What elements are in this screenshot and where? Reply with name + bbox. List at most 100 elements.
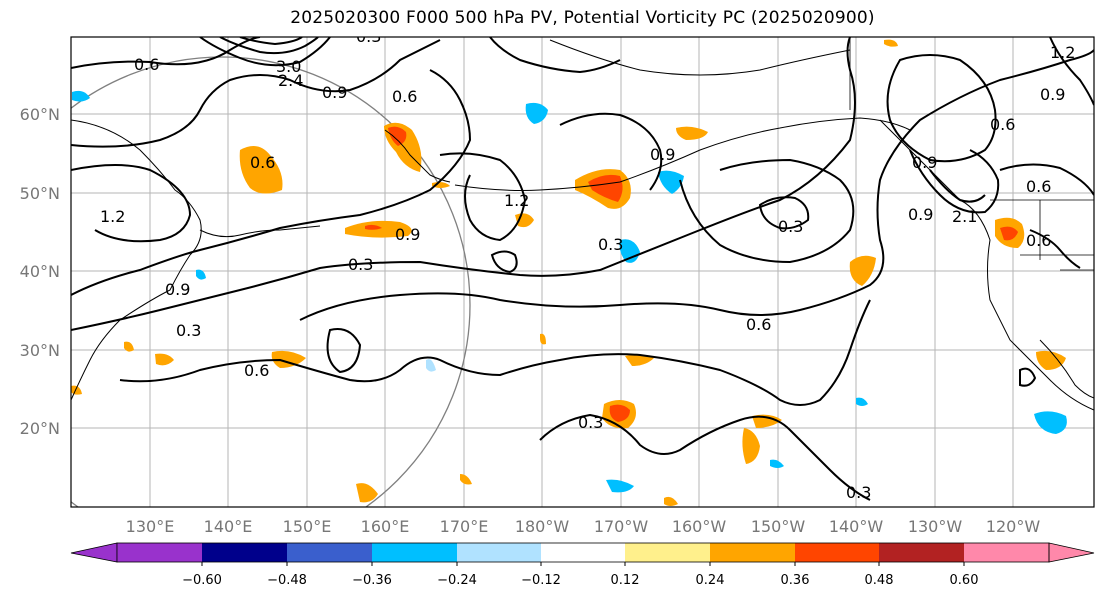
contour-line [71,37,856,331]
colorbar-extend-max [1048,542,1095,563]
contour-label: 0.6 [392,87,417,106]
contour-line [439,152,527,242]
pv-patch [1000,226,1018,241]
coastline-aleutian [454,117,911,191]
contour-label: 0.6 [244,361,269,380]
contour-label: 2.4 [278,71,303,90]
lon-label: 170°W [594,517,649,536]
contour-line [679,158,855,264]
contour-label: 0.3 [578,413,603,432]
contour-line [1019,367,1037,387]
contour-label: 1.2 [100,207,125,226]
colorbar-cell [625,543,710,562]
pv-patch [124,341,134,352]
contour-line [71,39,441,148]
contour-label: 0.3 [176,321,201,340]
lat-label: 60°N [20,105,60,124]
colorbar-tick-label: −0.60 [182,573,222,588]
contour-label: 1.2 [504,191,529,210]
pv-patch [525,102,548,124]
pv-patch [664,496,678,506]
colorbar-tick-label: −0.48 [267,573,307,588]
contour-line [1049,37,1094,106]
contour-label: 3.0 [276,57,301,76]
colorbar-cell [879,543,964,562]
political-boundaries [849,37,1094,300]
lon-label: 140°E [204,517,253,536]
colorbar-cell [287,543,372,562]
contour-label: 0.9 [912,153,937,172]
lat-label: 40°N [20,262,60,281]
contour-label: 0.9 [908,205,933,224]
pv-patch [676,126,708,140]
colorbar-tick-label: −0.24 [437,573,477,588]
colorbar-tick-label: 0.24 [696,573,725,588]
pv-shading [71,39,1067,506]
pv-patch [345,220,412,238]
contour-line [71,69,472,296]
pv-patch [388,126,407,146]
lon-label: 160°W [672,517,727,536]
pv-patch [356,483,378,503]
colorbar-cell [710,543,795,562]
colorbar-tick-label: −0.36 [352,573,392,588]
lon-label: 150°E [283,517,332,536]
pv-patch [1034,411,1067,434]
lon-label: 130°W [908,517,963,536]
coastline-bc [879,119,1094,411]
contour-line [1029,229,1081,269]
contour-label: 0.3 [356,27,381,46]
latitude-axis: 60°N 50°N 40°N 30°N 20°N [20,105,60,438]
lat-label: 50°N [20,184,60,203]
pv-patch [72,90,90,102]
colorbar-tick-label: 0.60 [950,573,979,588]
colorbar-tick-label: −0.12 [521,573,561,588]
colorbar-cell [372,543,457,562]
colorbar-tick-label: 0.48 [865,573,894,588]
chart-title: 2025020300 F000 500 hPa PV, Potential Vo… [290,8,875,28]
contour-line [71,37,261,69]
coastline-kamchatka [384,129,451,183]
contour-label: 0.6 [250,153,275,172]
contour-label: 0.6 [134,55,159,74]
coastline-baja [1039,339,1094,399]
contour-line [489,37,621,74]
colorbar-cell [457,543,541,562]
contour-line [758,196,810,230]
pv-patch [625,354,654,366]
contour-line [999,163,1094,196]
contour-line [71,164,192,243]
pv-patch [1036,350,1066,370]
lon-label: 120°W [986,517,1041,536]
contour-label: 0.3 [778,217,803,236]
contour-label: 0.9 [395,225,420,244]
colorbar-extend-min [70,542,118,563]
colorbar-cell [202,543,287,562]
contour-line [219,37,319,55]
contour-line [886,54,997,163]
pv-patch [884,39,898,47]
colorbar-cell [541,543,625,562]
pv-patch [155,353,174,366]
contour-label: 0.9 [1040,85,1065,104]
coastline-japan [199,225,321,238]
lat-label: 20°N [20,419,60,438]
contour-label: 0.6 [990,115,1015,134]
contour-line [326,328,362,374]
lon-label: 140°W [829,517,884,536]
colorbar-tick-label: 0.36 [781,573,810,588]
pv-patch [752,414,782,428]
pv-patch [609,404,630,422]
contour-label: 0.3 [348,255,373,274]
contour-line [559,112,663,191]
pv-patch [770,459,784,468]
pv-patch [71,385,82,395]
map-border [70,36,1095,508]
range-circle [71,56,471,507]
gridlines [71,37,1094,507]
contour-line [539,413,871,501]
pv-contours [71,37,1094,501]
contour-label: 2.1 [952,207,977,226]
lon-label: 130°E [126,517,175,536]
